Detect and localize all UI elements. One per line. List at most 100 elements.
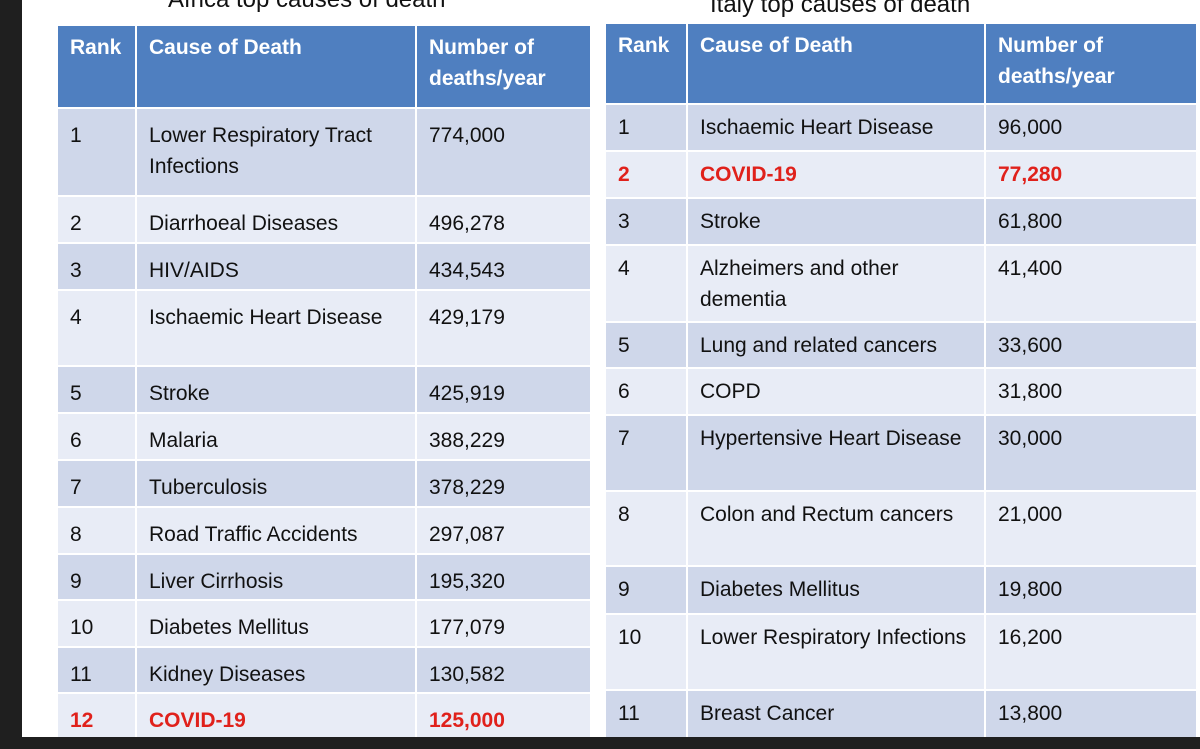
rank-cell: 2 xyxy=(604,150,688,199)
table-row: 10 Lower Respiratory Infections 16,200 xyxy=(604,613,1198,691)
deaths-cell: 429,179 xyxy=(415,289,592,367)
cause-cell: Lower Respiratory Tract Infections xyxy=(135,107,417,197)
deaths-cell: 388,229 xyxy=(415,412,592,461)
cause-cell: Diarrhoeal Diseases xyxy=(135,195,417,244)
cause-cell: Road Traffic Accidents xyxy=(135,506,417,555)
rank-cell: 10 xyxy=(604,613,688,691)
deaths-cell: 19,800 xyxy=(984,565,1198,615)
rank-cell: 11 xyxy=(56,646,137,694)
cause-cell: Liver Cirrhosis xyxy=(135,553,417,601)
africa-table-title: Africa top causes of death xyxy=(168,0,446,14)
rank-cell: 9 xyxy=(56,553,137,601)
cause-cell: COVID-19 xyxy=(135,692,417,740)
rank-cell: 11 xyxy=(604,689,688,739)
deaths-cell: 378,229 xyxy=(415,459,592,508)
deaths-cell: 77,280 xyxy=(984,150,1198,199)
table-row: 1 Ischaemic Heart Disease 96,000 xyxy=(604,103,1198,152)
deaths-cell: 774,000 xyxy=(415,107,592,197)
cause-cell: COPD xyxy=(686,367,986,416)
table-row: 6 Malaria 388,229 xyxy=(56,412,592,461)
cause-cell: Stroke xyxy=(135,365,417,414)
italy-table-title: Italy top causes of death xyxy=(710,0,971,18)
deaths-cell: 425,919 xyxy=(415,365,592,414)
deaths-cell: 33,600 xyxy=(984,321,1198,369)
table-row: 9 Diabetes Mellitus 19,800 xyxy=(604,565,1198,615)
cause-cell: Hypertensive Heart Disease xyxy=(686,414,986,492)
rank-cell: 8 xyxy=(56,506,137,555)
table-row: 8 Road Traffic Accidents 297,087 xyxy=(56,506,592,555)
deaths-cell: 496,278 xyxy=(415,195,592,244)
rank-cell: 9 xyxy=(604,565,688,615)
cause-cell: Breast Cancer xyxy=(686,689,986,739)
cause-cell: Ischaemic Heart Disease xyxy=(135,289,417,367)
deaths-cell: 13,800 xyxy=(984,689,1198,739)
table-row: 10 Diabetes Mellitus 177,079 xyxy=(56,599,592,648)
africa-causes-table: Rank Cause of Death Number of deaths/yea… xyxy=(56,24,592,740)
italy-causes-table: Rank Cause of Death Number of deaths/yea… xyxy=(604,22,1198,739)
table-row: 3 Stroke 61,800 xyxy=(604,197,1198,246)
rank-cell: 1 xyxy=(604,103,688,152)
cause-cell: Diabetes Mellitus xyxy=(686,565,986,615)
table-header-row: Rank Cause of Death Number of deaths/yea… xyxy=(56,24,592,109)
deaths-cell: 130,582 xyxy=(415,646,592,694)
table-row: 11 Kidney Diseases 130,582 xyxy=(56,646,592,694)
rank-cell: 2 xyxy=(56,195,137,244)
table-row: 6 COPD 31,800 xyxy=(604,367,1198,416)
deaths-cell: 434,543 xyxy=(415,242,592,291)
rank-cell: 4 xyxy=(56,289,137,367)
rank-cell: 10 xyxy=(56,599,137,648)
table-row: 11 Breast Cancer 13,800 xyxy=(604,689,1198,739)
cause-cell: Malaria xyxy=(135,412,417,461)
table-header-row: Rank Cause of Death Number of deaths/yea… xyxy=(604,22,1198,105)
deaths-cell: 195,320 xyxy=(415,553,592,601)
rank-cell: 7 xyxy=(604,414,688,492)
deaths-cell: 96,000 xyxy=(984,103,1198,152)
cause-cell: Lung and related cancers xyxy=(686,321,986,369)
rank-cell: 5 xyxy=(56,365,137,414)
cause-cell: COVID-19 xyxy=(686,150,986,199)
header-rank: Rank xyxy=(56,24,137,109)
header-cause: Cause of Death xyxy=(686,22,986,105)
table-row: 7 Tuberculosis 378,229 xyxy=(56,459,592,508)
table-row: 3 HIV/AIDS 434,543 xyxy=(56,242,592,291)
table-row: 8 Colon and Rectum cancers 21,000 xyxy=(604,490,1198,567)
deaths-cell: 41,400 xyxy=(984,244,1198,323)
cause-cell: Tuberculosis xyxy=(135,459,417,508)
cause-cell: Kidney Diseases xyxy=(135,646,417,694)
deaths-cell: 16,200 xyxy=(984,613,1198,691)
cause-cell: Ischaemic Heart Disease xyxy=(686,103,986,152)
table-row: 7 Hypertensive Heart Disease 30,000 xyxy=(604,414,1198,492)
deaths-cell: 125,000 xyxy=(415,692,592,740)
cause-cell: Stroke xyxy=(686,197,986,246)
rank-cell: 7 xyxy=(56,459,137,508)
cause-cell: Alzheimers and other dementia xyxy=(686,244,986,323)
table-row: 4 Alzheimers and other dementia 41,400 xyxy=(604,244,1198,323)
rank-cell: 5 xyxy=(604,321,688,369)
cause-cell: HIV/AIDS xyxy=(135,242,417,291)
cause-cell: Colon and Rectum cancers xyxy=(686,490,986,567)
rank-cell: 6 xyxy=(56,412,137,461)
table-row: 4 Ischaemic Heart Disease 429,179 xyxy=(56,289,592,367)
rank-cell: 8 xyxy=(604,490,688,567)
deaths-cell: 30,000 xyxy=(984,414,1198,492)
deaths-cell: 177,079 xyxy=(415,599,592,648)
deaths-cell: 31,800 xyxy=(984,367,1198,416)
table-row: 2 Diarrhoeal Diseases 496,278 xyxy=(56,195,592,244)
header-rank: Rank xyxy=(604,22,688,105)
screen-frame-left xyxy=(0,0,22,749)
header-deaths: Number of deaths/year xyxy=(984,22,1198,105)
table-row: 1 Lower Respiratory Tract Infections 774… xyxy=(56,107,592,197)
cause-cell: Diabetes Mellitus xyxy=(135,599,417,648)
cause-cell: Lower Respiratory Infections xyxy=(686,613,986,691)
header-cause: Cause of Death xyxy=(135,24,417,109)
rank-cell: 3 xyxy=(56,242,137,291)
rank-cell: 6 xyxy=(604,367,688,416)
screen-frame-bottom xyxy=(0,737,1200,749)
deaths-cell: 21,000 xyxy=(984,490,1198,567)
header-deaths: Number of deaths/year xyxy=(415,24,592,109)
table-row-highlighted: 12 COVID-19 125,000 xyxy=(56,692,592,740)
deaths-cell: 61,800 xyxy=(984,197,1198,246)
table-row-highlighted: 2 COVID-19 77,280 xyxy=(604,150,1198,199)
deaths-cell: 297,087 xyxy=(415,506,592,555)
rank-cell: 1 xyxy=(56,107,137,197)
